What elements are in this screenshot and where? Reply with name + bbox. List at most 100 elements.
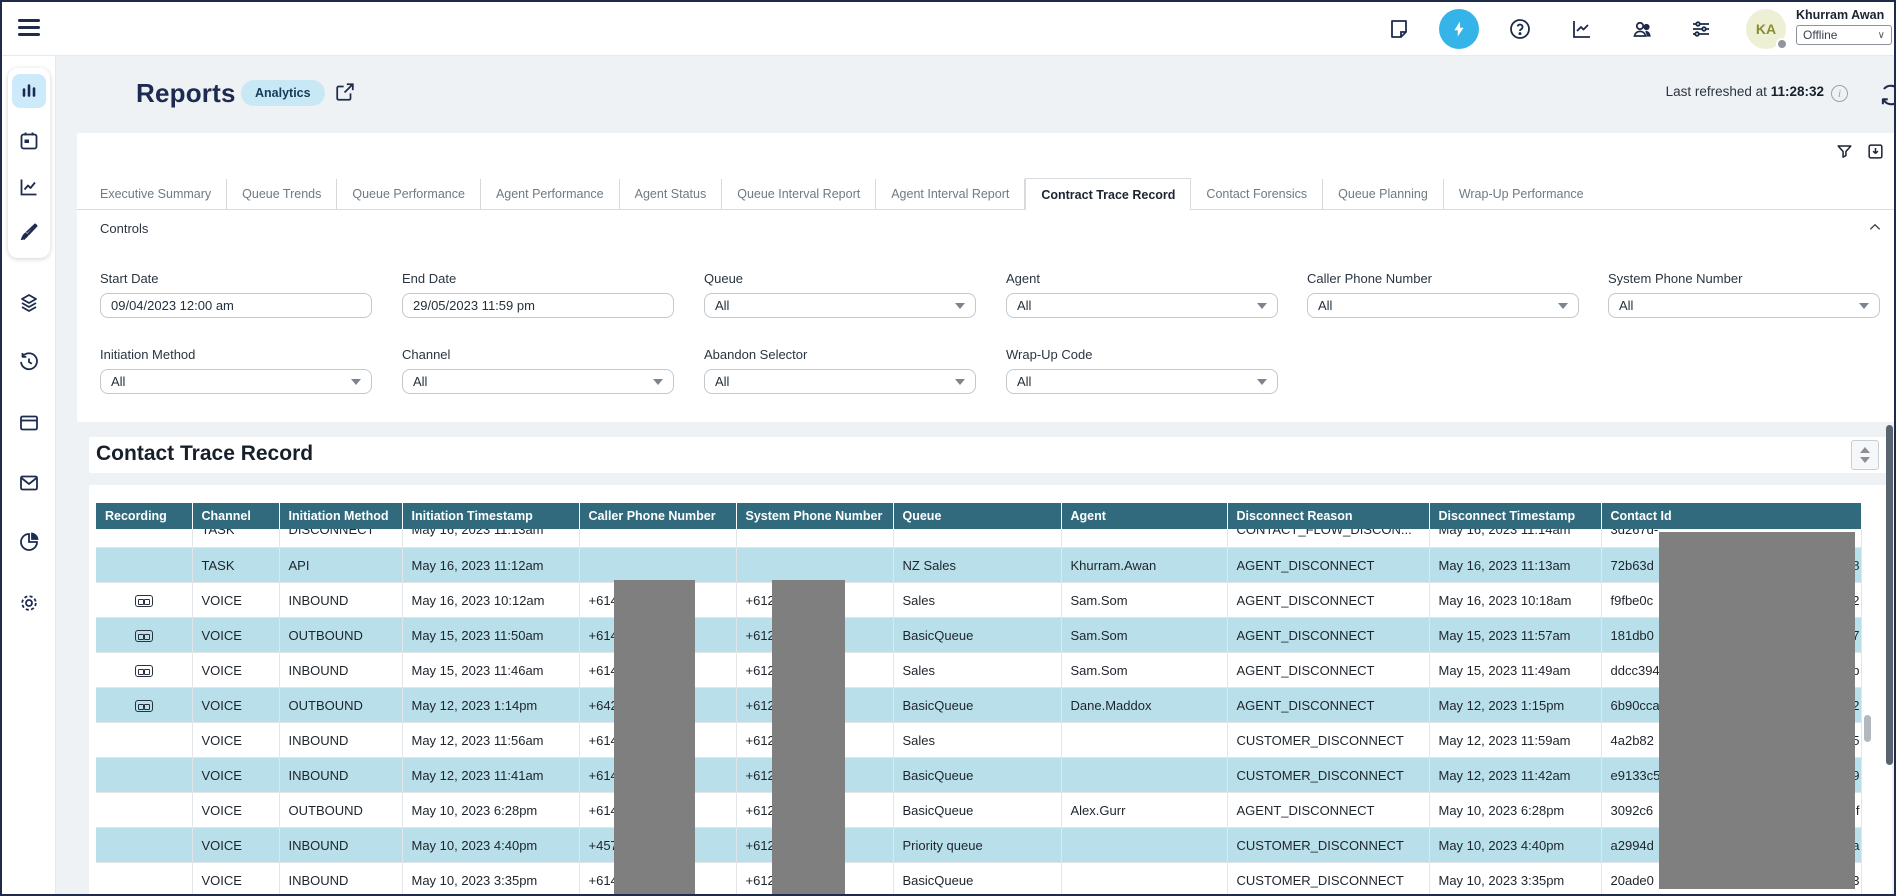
filter-wrap-up-code: Wrap-Up CodeAll: [1006, 347, 1278, 394]
filter-abandon-selector: Abandon SelectorAll: [704, 347, 976, 394]
hamburger-menu-icon[interactable]: [18, 19, 40, 37]
status-select[interactable]: Offline∨: [1796, 25, 1892, 45]
recording-icon[interactable]: [135, 630, 153, 642]
cell-disconnect-reason: CUSTOMER_DISCONNECT: [1227, 723, 1429, 758]
tab-wrap-up-performance[interactable]: Wrap-Up Performance: [1444, 179, 1599, 209]
download-icon[interactable]: [1866, 142, 1885, 161]
info-icon[interactable]: i: [1831, 85, 1848, 102]
users-icon[interactable]: [1630, 17, 1654, 41]
table-row[interactable]: VOICEOUTBOUNDMay 15, 2023 11:50am+614+61…: [96, 618, 1861, 653]
step-down-icon[interactable]: [1860, 457, 1870, 463]
cell-recording: [96, 583, 192, 618]
pie-chart-icon[interactable]: [17, 530, 41, 554]
help-icon[interactable]: [1508, 17, 1532, 41]
recording-icon[interactable]: [135, 595, 153, 607]
filter-start-date-input[interactable]: 09/04/2023 12:00 am: [100, 293, 372, 318]
filter-abandon-selector-select[interactable]: All: [704, 369, 976, 394]
filter-label: Channel: [402, 347, 674, 362]
collapse-chevron-up-icon[interactable]: [1867, 219, 1883, 235]
report-title-strip: Contact Trace Record: [89, 437, 1892, 473]
history-icon[interactable]: [17, 350, 41, 374]
cell-disconnect-timestamp: May 10, 2023 3:35pm: [1429, 863, 1601, 896]
table-scrollbar-thumb[interactable]: [1864, 715, 1871, 742]
dropdown-caret-icon: [351, 379, 361, 385]
page-scrollbar-thumb[interactable]: [1886, 425, 1893, 765]
filter-caller-phone-number: Caller Phone NumberAll: [1307, 271, 1579, 318]
cell-caller-phone: [579, 548, 736, 583]
tab-contact-forensics[interactable]: Contact Forensics: [1191, 179, 1323, 209]
cell-disconnect-reason: AGENT_DISCONNECT: [1227, 618, 1429, 653]
cell-channel: VOICE: [192, 688, 279, 723]
bar-chart-icon[interactable]: [17, 79, 41, 103]
tab-queue-interval-report[interactable]: Queue Interval Report: [722, 179, 876, 209]
layers-icon[interactable]: [17, 291, 41, 315]
calendar-icon[interactable]: [17, 129, 41, 153]
cell-channel: TASK: [192, 548, 279, 583]
mail-icon[interactable]: [17, 471, 41, 495]
col-header-initiation-timestamp: Initiation Timestamp: [402, 503, 579, 529]
table-row[interactable]: VOICEINBOUNDMay 15, 2023 11:46am+614+612…: [96, 653, 1861, 688]
filter-agent-select[interactable]: All: [1006, 293, 1278, 318]
tab-agent-interval-report[interactable]: Agent Interval Report: [876, 179, 1025, 209]
cell-initiation-method: DISCONNECT: [279, 529, 402, 548]
tab-queue-trends[interactable]: Queue Trends: [227, 179, 337, 209]
cell-queue: NZ Sales: [893, 548, 1061, 583]
cell-agent: Sam.Som: [1061, 583, 1227, 618]
table-row[interactable]: TASKAPIMay 16, 2023 11:12amNZ SalesKhurr…: [96, 548, 1861, 583]
table-row[interactable]: VOICEINBOUNDMay 10, 2023 4:40pm+457+612P…: [96, 828, 1861, 863]
step-up-icon[interactable]: [1860, 447, 1870, 453]
table-row[interactable]: VOICEINBOUNDMay 16, 2023 10:12am+614+612…: [96, 583, 1861, 618]
tab-contract-trace-record[interactable]: Contract Trace Record: [1025, 178, 1191, 210]
design-brush-icon[interactable]: [17, 220, 41, 244]
cell-disconnect-timestamp: May 15, 2023 11:57am: [1429, 618, 1601, 653]
redaction-box-caller-phone: [614, 580, 695, 895]
tab-queue-performance[interactable]: Queue Performance: [337, 179, 481, 209]
gear-icon[interactable]: [17, 591, 41, 615]
cell-recording: [96, 863, 192, 896]
cell-recording: [96, 793, 192, 828]
tab-executive-summary[interactable]: Executive Summary: [85, 179, 227, 209]
sidebar: [2, 56, 56, 894]
table-row[interactable]: VOICEINBOUNDMay 12, 2023 11:41am+614+612…: [96, 758, 1861, 793]
table-row[interactable]: TASKDISCONNECTMay 16, 2023 11:13amCONTAC…: [96, 529, 1861, 548]
metrics-icon[interactable]: [1570, 17, 1594, 41]
tab-agent-performance[interactable]: Agent Performance: [481, 179, 620, 209]
notes-icon[interactable]: [1387, 17, 1411, 41]
filter-channel-select[interactable]: All: [402, 369, 674, 394]
refresh-icon[interactable]: [1878, 82, 1896, 108]
report-tabs: Executive SummaryQueue TrendsQueue Perfo…: [77, 179, 1895, 210]
filter-initiation-method-select[interactable]: All: [100, 369, 372, 394]
filter-caller-phone-number-select[interactable]: All: [1307, 293, 1579, 318]
cell-agent: [1061, 758, 1227, 793]
recording-icon[interactable]: [135, 665, 153, 677]
tab-queue-planning[interactable]: Queue Planning: [1323, 179, 1444, 209]
dropdown-caret-icon: [1558, 303, 1568, 309]
table-row[interactable]: VOICEINBOUNDMay 12, 2023 11:56am+614+612…: [96, 723, 1861, 758]
tab-agent-status[interactable]: Agent Status: [620, 179, 723, 209]
line-chart-icon[interactable]: [17, 175, 41, 199]
filter-end-date-input[interactable]: 29/05/2023 11:59 pm: [402, 293, 674, 318]
recording-icon[interactable]: [135, 700, 153, 712]
redaction-box-contact-id: [1659, 532, 1855, 889]
window-icon[interactable]: [17, 411, 41, 435]
external-link-icon[interactable]: [334, 81, 356, 103]
cell-initiation-timestamp: May 12, 2023 11:56am: [402, 723, 579, 758]
filter-wrap-up-code-select[interactable]: All: [1006, 369, 1278, 394]
dropdown-caret-icon: [1257, 379, 1267, 385]
flash-icon[interactable]: [1439, 9, 1479, 49]
table-row[interactable]: VOICEOUTBOUNDMay 10, 2023 6:28pm+614+612…: [96, 793, 1861, 828]
cell-disconnect-reason: AGENT_DISCONNECT: [1227, 583, 1429, 618]
filter-system-phone-number-select[interactable]: All: [1608, 293, 1880, 318]
table-scroll-stepper[interactable]: [1851, 440, 1879, 470]
dropdown-caret-icon: [1257, 303, 1267, 309]
cell-disconnect-reason: AGENT_DISCONNECT: [1227, 653, 1429, 688]
filter-queue-select[interactable]: All: [704, 293, 976, 318]
cell-queue: BasicQueue: [893, 793, 1061, 828]
filter-system-phone-number: System Phone NumberAll: [1608, 271, 1880, 318]
table-row[interactable]: VOICEOUTBOUNDMay 12, 2023 1:14pm+642+612…: [96, 688, 1861, 723]
cell-disconnect-reason: CONTACT_FLOW_DISCON...: [1227, 529, 1429, 548]
analytics-badge: Analytics: [241, 80, 325, 106]
settings-sliders-icon[interactable]: [1689, 17, 1713, 41]
filter-icon[interactable]: [1835, 142, 1854, 161]
table-row[interactable]: VOICEINBOUNDMay 10, 2023 3:35pm+614+612B…: [96, 863, 1861, 896]
